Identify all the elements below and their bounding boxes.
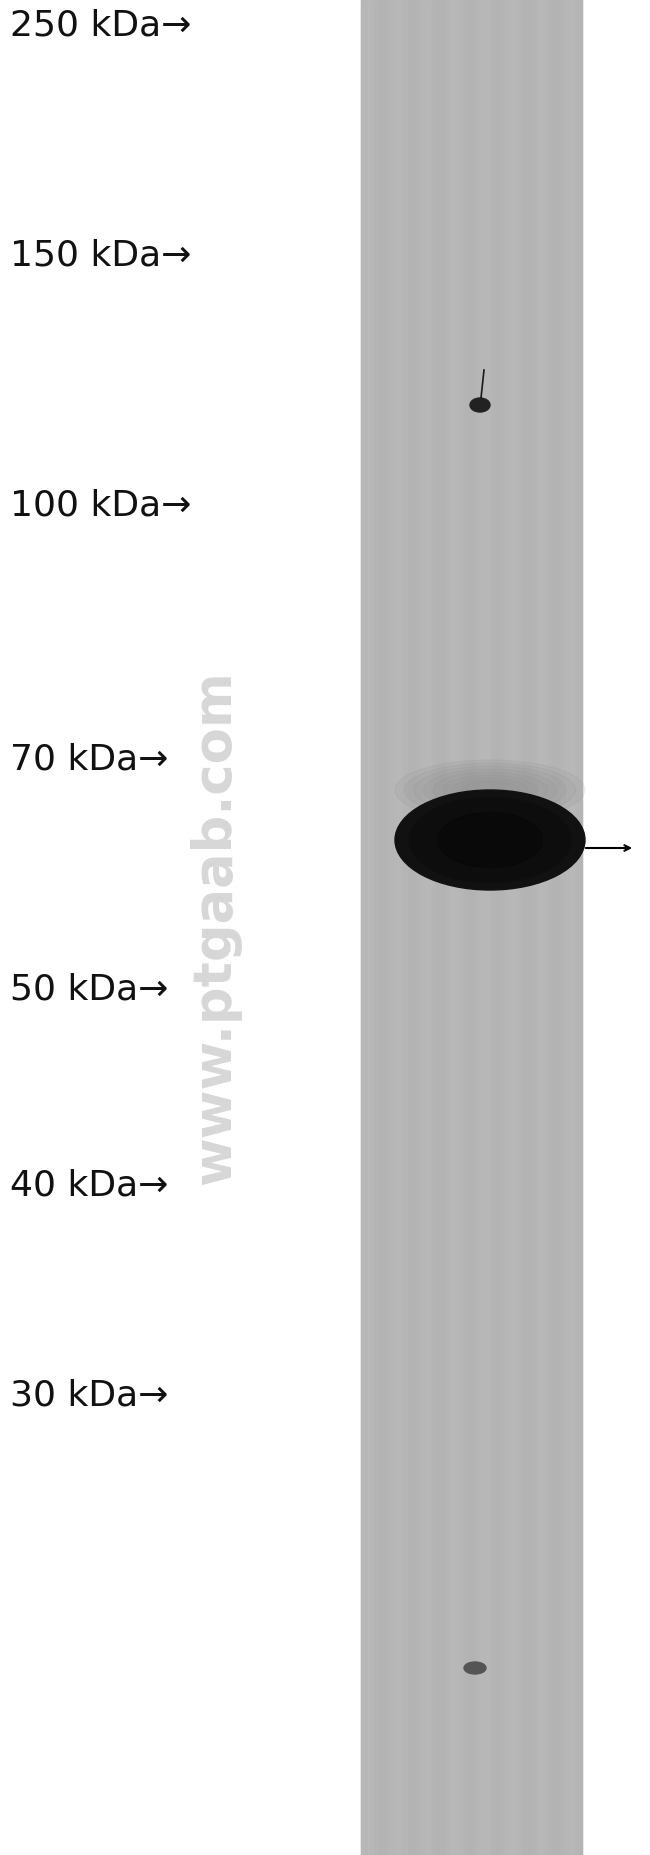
- Bar: [530, 0, 534, 1855]
- Bar: [504, 0, 508, 1855]
- Bar: [526, 0, 530, 1855]
- Bar: [365, 0, 368, 1855]
- Bar: [434, 0, 438, 1855]
- Bar: [519, 0, 523, 1855]
- Bar: [534, 0, 538, 1855]
- Bar: [478, 0, 482, 1855]
- Text: www.ptgaab.com: www.ptgaab.com: [189, 672, 241, 1185]
- Ellipse shape: [404, 762, 575, 816]
- Bar: [449, 0, 453, 1855]
- Text: 40 kDa→: 40 kDa→: [10, 1169, 168, 1202]
- Bar: [500, 0, 504, 1855]
- Text: 50 kDa→: 50 kDa→: [10, 974, 168, 1007]
- Bar: [486, 0, 489, 1855]
- Text: 150 kDa→: 150 kDa→: [10, 237, 191, 273]
- Bar: [445, 0, 449, 1855]
- Bar: [571, 0, 575, 1855]
- Text: 30 kDa→: 30 kDa→: [10, 1378, 168, 1412]
- Bar: [560, 0, 564, 1855]
- Bar: [489, 0, 493, 1855]
- Bar: [405, 0, 409, 1855]
- Text: 70 kDa→: 70 kDa→: [10, 744, 168, 777]
- Bar: [383, 0, 387, 1855]
- Bar: [460, 0, 464, 1855]
- Bar: [512, 0, 515, 1855]
- Bar: [541, 0, 545, 1855]
- Bar: [387, 0, 390, 1855]
- Bar: [523, 0, 526, 1855]
- Bar: [409, 0, 412, 1855]
- Ellipse shape: [410, 798, 571, 883]
- Bar: [578, 0, 582, 1855]
- Bar: [376, 0, 379, 1855]
- Bar: [567, 0, 571, 1855]
- Bar: [361, 0, 582, 1855]
- Bar: [493, 0, 497, 1855]
- Bar: [538, 0, 541, 1855]
- Ellipse shape: [395, 761, 585, 820]
- Bar: [416, 0, 420, 1855]
- Bar: [423, 0, 427, 1855]
- Bar: [545, 0, 549, 1855]
- Bar: [394, 0, 398, 1855]
- Bar: [420, 0, 423, 1855]
- Bar: [475, 0, 478, 1855]
- Bar: [361, 0, 365, 1855]
- Ellipse shape: [437, 812, 542, 868]
- Bar: [401, 0, 405, 1855]
- Bar: [390, 0, 394, 1855]
- Bar: [427, 0, 431, 1855]
- Bar: [467, 0, 471, 1855]
- Bar: [464, 0, 467, 1855]
- Bar: [508, 0, 512, 1855]
- Bar: [372, 0, 376, 1855]
- Bar: [552, 0, 556, 1855]
- Text: 100 kDa→: 100 kDa→: [10, 488, 191, 521]
- Ellipse shape: [464, 1662, 486, 1673]
- Text: 250 kDa→: 250 kDa→: [10, 7, 191, 43]
- Ellipse shape: [395, 790, 585, 890]
- Bar: [453, 0, 456, 1855]
- Bar: [431, 0, 434, 1855]
- Bar: [515, 0, 519, 1855]
- Bar: [482, 0, 486, 1855]
- Ellipse shape: [470, 399, 490, 412]
- Bar: [471, 0, 475, 1855]
- Bar: [556, 0, 560, 1855]
- Bar: [438, 0, 442, 1855]
- Bar: [412, 0, 416, 1855]
- Bar: [442, 0, 445, 1855]
- Bar: [549, 0, 552, 1855]
- Bar: [564, 0, 567, 1855]
- Bar: [575, 0, 578, 1855]
- Bar: [398, 0, 401, 1855]
- Bar: [497, 0, 500, 1855]
- Bar: [456, 0, 460, 1855]
- Bar: [368, 0, 372, 1855]
- Bar: [379, 0, 383, 1855]
